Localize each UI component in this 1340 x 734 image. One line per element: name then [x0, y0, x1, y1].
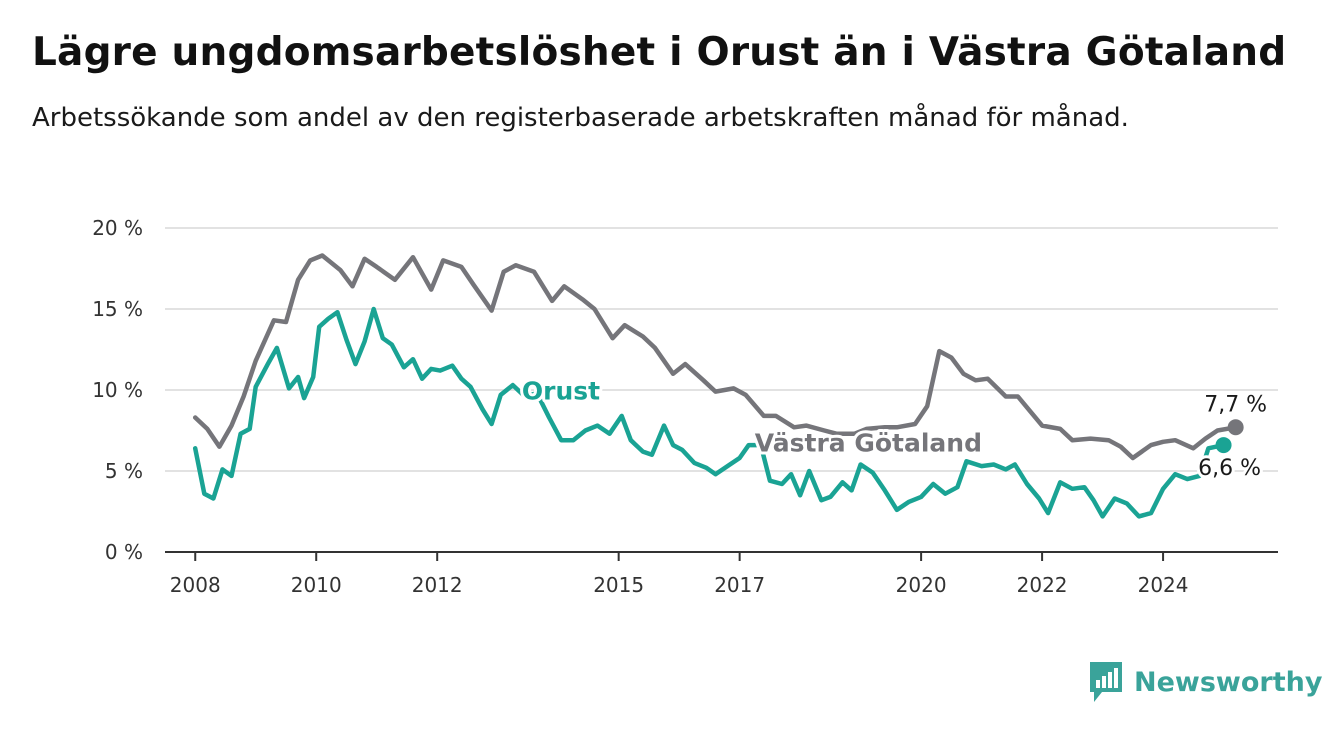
- series-end-point: [1215, 437, 1232, 454]
- series-end-point: [1227, 419, 1244, 436]
- series-lines: [192, 253, 1244, 519]
- series-line-0: [192, 253, 1238, 461]
- chart-title: Lägre ungdomsarbetslöshet i Orust än i V…: [32, 30, 1287, 75]
- x-tick-label: 2015: [593, 573, 644, 597]
- y-tick-label: 10 %: [92, 378, 143, 402]
- series-labels: Orust Västra Götaland 7,7 % 6,6 %: [519, 374, 1270, 484]
- series-line-1: [192, 306, 1226, 519]
- y-tick-label: 20 %: [92, 216, 143, 240]
- x-tick-label: 2020: [896, 573, 947, 597]
- y-tick-label: 5 %: [105, 459, 143, 483]
- series-end-label: 7,7 %: [1204, 392, 1267, 417]
- series-end-label: 6,6 %: [1198, 456, 1261, 481]
- x-tick-label: 2010: [291, 573, 342, 597]
- x-axis-ticks: 2008 2010 2012 2015 2017 2020 2022 2024: [165, 551, 1278, 597]
- y-axis-ticks: 0 % 5 % 10 % 15 % 20 %: [92, 216, 143, 564]
- bar-chart-logo-icon: [1090, 662, 1122, 702]
- x-tick-label: 2022: [1017, 573, 1068, 597]
- y-tick-label: 0 %: [105, 540, 143, 564]
- series-name-label: Orust: [522, 377, 600, 406]
- x-tick-label: 2008: [170, 573, 221, 597]
- series-name-label: Västra Götaland: [755, 429, 982, 458]
- x-tick-label: 2024: [1138, 573, 1189, 597]
- x-tick-label: 2012: [412, 573, 463, 597]
- x-tick-label: 2017: [714, 573, 765, 597]
- y-tick-label: 15 %: [92, 297, 143, 321]
- brand-name: Newsworthy: [1134, 666, 1323, 698]
- newsworthy-logo: Newsworthy: [1088, 660, 1322, 704]
- chart-subtitle: Arbetssökande som andel av den registerb…: [32, 103, 1129, 133]
